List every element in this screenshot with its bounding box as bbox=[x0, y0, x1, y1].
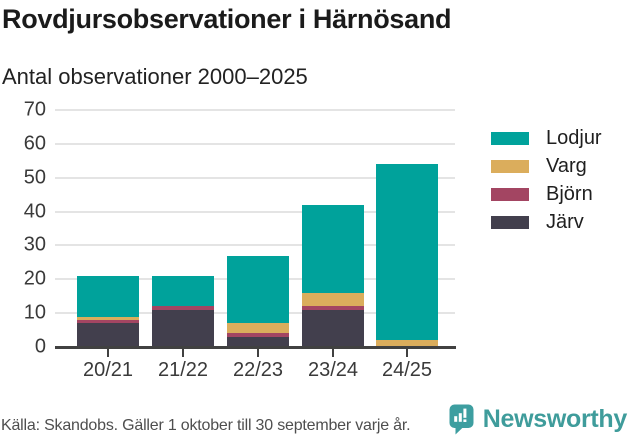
bar-segment-järv-23-24 bbox=[302, 309, 364, 347]
x-axis-tick-20-21 bbox=[107, 349, 109, 357]
gridline-60 bbox=[55, 142, 455, 145]
page-title: Rovdjursobservationer i Härnösand bbox=[2, 4, 452, 34]
x-axis-line bbox=[55, 346, 456, 349]
y-axis-label-60: 60 bbox=[23, 132, 46, 155]
y-axis-label-0: 0 bbox=[34, 335, 46, 358]
gridline-50 bbox=[55, 176, 455, 179]
legend-row-järv: Järv bbox=[491, 208, 602, 236]
y-axis-label-20: 20 bbox=[23, 267, 46, 290]
legend-swatch-björn bbox=[491, 187, 529, 201]
legend-label-järv: Järv bbox=[546, 210, 584, 233]
bar-segment-lodjur-22-23 bbox=[227, 255, 289, 324]
legend-swatch-varg bbox=[491, 159, 529, 173]
bar-segment-varg-20-21 bbox=[77, 316, 139, 320]
bar-segment-lodjur-20-21 bbox=[77, 275, 139, 317]
gridline-40 bbox=[55, 210, 455, 213]
brand-footer: Newsworthy bbox=[448, 403, 627, 436]
bar-segment-lodjur-24-25 bbox=[376, 164, 438, 341]
legend-swatch-järv bbox=[491, 215, 529, 229]
legend-label-lodjur: Lodjur bbox=[546, 126, 602, 149]
bar-segment-björn-23-24 bbox=[302, 306, 364, 310]
x-axis-label-20-21: 20/21 bbox=[82, 359, 134, 381]
legend-label-varg: Varg bbox=[546, 154, 587, 177]
x-axis-tick-21-22 bbox=[182, 349, 184, 357]
bar-segment-lodjur-23-24 bbox=[302, 204, 364, 293]
y-axis-label-50: 50 bbox=[23, 166, 46, 189]
bar-segment-varg-23-24 bbox=[302, 292, 364, 307]
bar-segment-varg-22-23 bbox=[227, 323, 289, 334]
bar-chart-speech-bubble-icon bbox=[449, 404, 474, 435]
y-axis-label-40: 40 bbox=[23, 200, 46, 223]
bar-segment-järv-22-23 bbox=[227, 336, 289, 347]
x-axis-label-23-24: 23/24 bbox=[307, 359, 359, 381]
legend-swatch-lodjur bbox=[491, 131, 529, 145]
x-axis-label-21-22: 21/22 bbox=[157, 359, 209, 381]
x-axis-tick-23-24 bbox=[332, 349, 334, 357]
chart-subtitle: Antal observationer 2000–2025 bbox=[2, 64, 308, 89]
brand-name: Newsworthy bbox=[482, 405, 628, 433]
x-axis-label-24-25: 24/25 bbox=[381, 359, 433, 381]
x-axis-label-22-23: 22/23 bbox=[232, 359, 284, 381]
legend-row-lodjur: Lodjur bbox=[491, 124, 602, 152]
bar-segment-järv-20-21 bbox=[77, 323, 139, 347]
y-axis-label-30: 30 bbox=[23, 233, 46, 256]
legend-label-björn: Björn bbox=[546, 182, 593, 205]
bar-segment-björn-20-21 bbox=[77, 319, 139, 324]
gridline-70 bbox=[55, 109, 455, 111]
bar-segment-björn-21-22 bbox=[152, 306, 214, 310]
bar-segment-varg-24-25 bbox=[376, 340, 438, 347]
source-note: Källa: Skandobs. Gäller 1 oktober till 3… bbox=[1, 417, 411, 434]
y-axis-label-70: 70 bbox=[23, 98, 46, 121]
legend-row-varg: Varg bbox=[491, 152, 602, 180]
legend: Lodjur Varg Björn Järv bbox=[491, 124, 602, 236]
bar-segment-järv-21-22 bbox=[152, 309, 214, 347]
x-axis-tick-24-25 bbox=[406, 349, 408, 357]
bar-segment-björn-22-23 bbox=[227, 333, 289, 337]
gridline-30 bbox=[55, 244, 455, 247]
legend-row-björn: Björn bbox=[491, 180, 602, 208]
bar-segment-lodjur-21-22 bbox=[152, 275, 214, 307]
y-axis-label-10: 10 bbox=[23, 301, 46, 324]
x-axis-tick-22-23 bbox=[257, 349, 259, 357]
